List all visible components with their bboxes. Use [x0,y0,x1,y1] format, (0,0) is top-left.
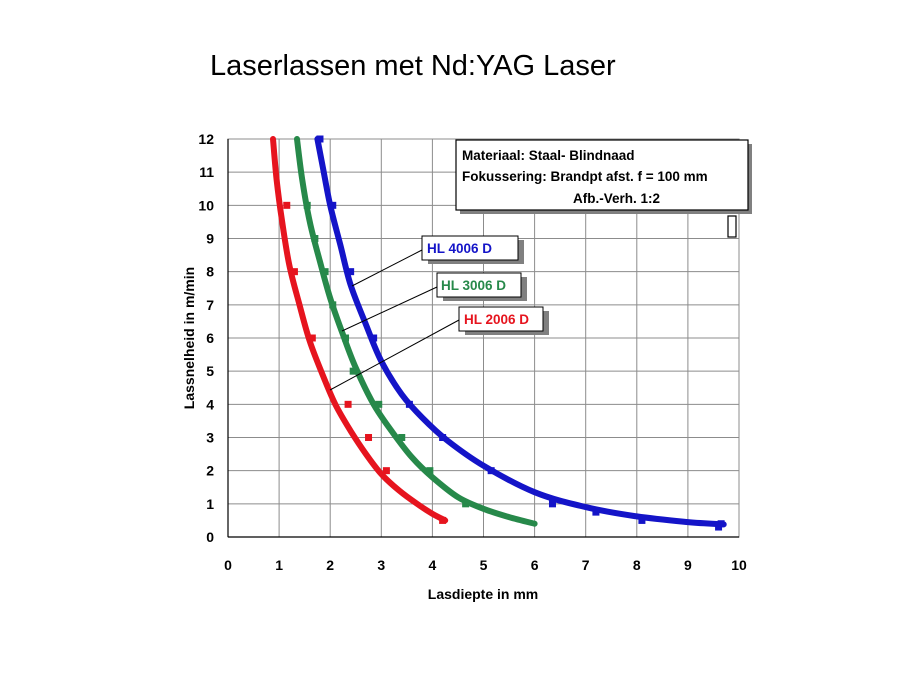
data-point-hl-3006-d [303,201,311,209]
series-label-hl4006: HL 4006 D [427,241,492,256]
data-point-hl-4006-d [405,400,413,408]
data-point-hl-2006-d [365,434,373,441]
info-line-material: Materiaal: Staal- Blindnaad [462,148,635,163]
data-point-hl-3006-d [398,434,406,441]
series-labels: HL 4006 D HL 3006 D HL 2006 D [329,235,549,391]
small-marker-box [727,215,737,238]
x-tick-label: 0 [224,557,232,573]
y-tick-label: 9 [206,231,214,247]
y-tick-label: 12 [198,131,214,147]
y-tick-label: 3 [206,430,214,446]
data-point-hl-4006-d [347,268,355,276]
data-point-hl-4006-d [717,520,725,528]
x-tick-label: 3 [377,557,385,573]
label-box-hl3006 [436,272,522,298]
x-tick-label: 10 [731,557,747,573]
data-point-hl-4006-d [329,201,337,209]
series-label-hl2006: HL 2006 D [464,312,529,327]
page-title: Laserlassen met Nd:YAG Laser [210,50,616,82]
data-point-hl-4006-d [548,500,556,508]
x-tick-label: 9 [684,557,692,573]
y-tick-label: 8 [206,264,214,280]
x-tick-label: 1 [275,557,283,573]
data-point-hl-2006-d [439,516,447,524]
info-line-focus: Fokussering: Brandpt afst. f = 100 mm [462,169,708,184]
data-point-hl-4006-d [638,516,646,524]
data-point-hl-3006-d [426,467,434,475]
y-tick-label: 11 [199,164,214,180]
data-point-hl-3006-d [321,268,329,276]
info-box: Materiaal: Staal- Blindnaad Fokussering:… [455,139,752,214]
data-point-hl-3006-d [462,500,470,508]
data-point-hl-4006-d [439,434,447,441]
y-tick-label: 7 [206,297,214,313]
data-point-hl-4006-d [370,334,378,342]
y-tick-label: 1 [206,496,214,512]
data-point-hl-2006-d [283,201,291,209]
data-point-hl-2006-d [382,467,390,475]
y-tick-label: 5 [206,363,214,379]
x-tick-label: 5 [480,557,488,573]
x-axis-label: Lasdiepte in mm [428,586,538,602]
y-tick-label: 6 [206,330,214,346]
data-point-hl-3006-d [375,400,383,408]
data-point-hl-3006-d [349,367,357,375]
leader-line-hl2006 [329,319,460,391]
x-tick-label: 4 [429,557,437,573]
data-point-hl-3006-d [329,301,337,309]
series-line-hl-3006-d [294,136,538,527]
data-point-hl-2006-d [344,400,352,408]
y-tick-label: 4 [206,396,214,412]
y-tick-label: 0 [206,529,214,545]
data-point-hl-3006-d [311,235,319,242]
chart-points [283,135,725,531]
x-tick-label: 8 [633,557,641,573]
y-tick-label: 2 [206,463,214,479]
leader-line-hl4006 [351,249,423,287]
x-tick-label: 6 [531,557,539,573]
leader-line-hl3006 [341,286,438,332]
data-point-hl-2006-d [290,268,298,276]
data-point-hl-4006-d [487,467,495,475]
x-tick-label: 7 [582,557,590,573]
data-point-hl-2006-d [308,334,316,342]
label-box-hl4006 [421,235,519,261]
series-line-hl-2006-d [270,136,449,524]
label-box-hl2006 [458,306,544,332]
series-label-hl3006: HL 3006 D [441,278,506,293]
data-point-hl-4006-d [316,135,324,143]
info-line-ratio: Afb.-Verh. 1:2 [573,191,660,206]
y-axis-label: Lassnelheid in m/min [181,267,197,409]
data-point-hl-3006-d [342,334,350,342]
y-tick-label: 10 [198,197,214,213]
x-tick-label: 2 [326,557,334,573]
data-point-hl-4006-d [592,508,600,516]
